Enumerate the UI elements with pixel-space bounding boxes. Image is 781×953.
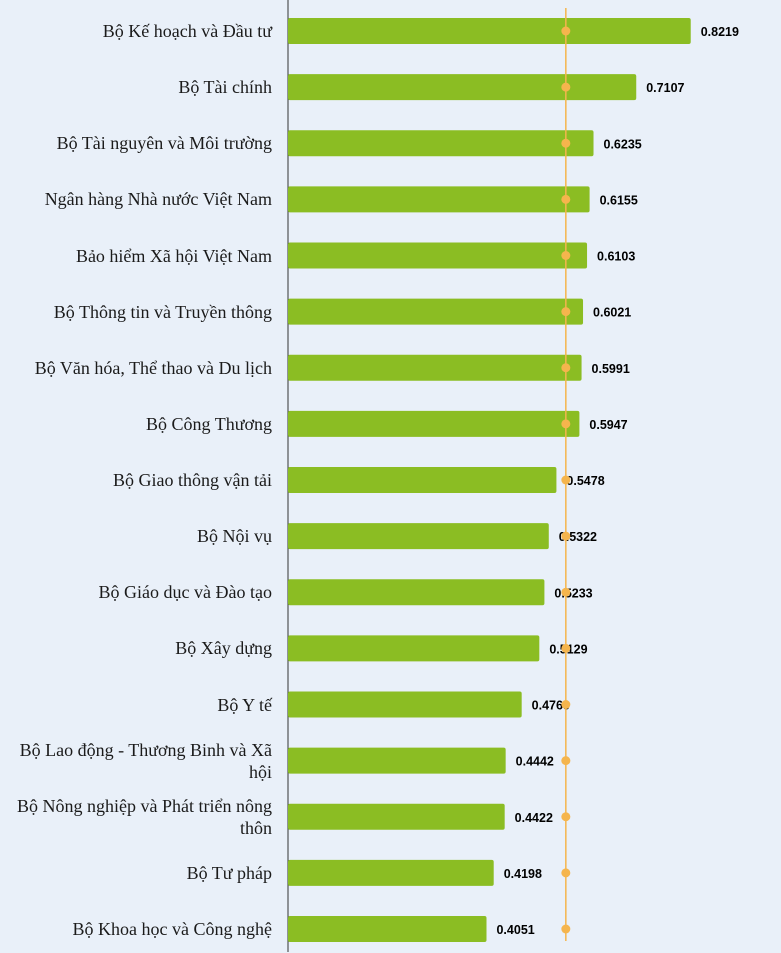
average-marker: [561, 475, 571, 485]
average-marker: [561, 251, 571, 260]
bar: [288, 298, 584, 325]
category-label: Bộ Tài chính: [178, 77, 272, 98]
average-marker: [561, 868, 571, 878]
category-label: Bộ Y tế: [217, 694, 272, 715]
category-label: Bộ Giao thông vận tải: [113, 470, 272, 490]
bar: [288, 691, 522, 718]
bar: [288, 186, 590, 213]
bar: [288, 467, 557, 493]
bar: [288, 18, 691, 44]
category-label: Bảo hiểm Xã hội Việt Nam: [75, 245, 272, 266]
bar: [288, 916, 487, 942]
category-label: Bộ Kế hoạch và Đầu tư: [102, 21, 272, 41]
category-label: Bộ Nông nghiệp và Phát triển nông thôn: [17, 795, 272, 838]
bar: [288, 130, 594, 157]
average-marker: [561, 700, 571, 709]
category-label: Ngân hàng Nhà nước Việt Nam: [44, 189, 272, 210]
bar: [288, 354, 582, 381]
average-marker: [561, 138, 571, 148]
average-marker: [561, 924, 571, 934]
average-marker: [561, 307, 571, 317]
average-marker: [561, 26, 571, 36]
category-label: Bộ Nội vụ: [196, 526, 272, 547]
average-marker: [561, 643, 571, 653]
category-label: Bộ Tài nguyên và Môi trường: [56, 133, 272, 154]
data-label: 0.5947: [589, 418, 627, 432]
bar: [288, 747, 506, 774]
data-label: 0.5233: [554, 586, 592, 600]
category-label: Bộ Khoa học và Công nghệ: [72, 919, 272, 939]
average-marker: [561, 82, 571, 92]
bar: [288, 523, 549, 550]
data-label: 0.4422: [515, 811, 553, 825]
average-marker: [561, 531, 571, 541]
data-label: 0.6103: [597, 250, 635, 264]
category-label: Bộ Thông tin và Truyền thông: [53, 301, 272, 322]
data-label: 0.5478: [566, 474, 604, 488]
bar: [288, 74, 637, 101]
category-label: Bộ Tư pháp: [186, 862, 272, 883]
data-label: 0.6021: [593, 306, 631, 320]
category-label: Bộ Giáo dục và Đào tạo: [98, 582, 272, 603]
bar: [288, 635, 540, 662]
data-label: 0.4769: [532, 699, 570, 713]
data-label: 0.4051: [496, 923, 534, 937]
average-marker: [561, 363, 571, 373]
bar: [288, 579, 545, 606]
average-marker: [561, 194, 571, 204]
average-marker: [561, 812, 571, 822]
category-label: Bộ Công Thương: [146, 413, 272, 434]
data-label: 0.7107: [646, 81, 684, 95]
data-label: 0.6235: [604, 137, 642, 151]
bar: [288, 859, 494, 886]
bar: [288, 803, 505, 830]
category-label: Bộ Xây dựng: [175, 638, 272, 659]
data-label: 0.4198: [504, 867, 542, 881]
data-label: 0.8219: [701, 25, 739, 39]
category-label: Bộ Lao động - Thương Binh và Xã hội: [19, 739, 272, 782]
bar: [288, 410, 580, 437]
data-label: 0.6155: [600, 193, 638, 207]
category-label: Bộ Văn hóa, Thể thao và Du lịch: [34, 357, 272, 378]
data-label: 0.4442: [516, 755, 554, 769]
data-label: 0.5991: [592, 362, 630, 376]
average-marker: [561, 587, 571, 597]
average-marker: [561, 419, 571, 429]
bar: [288, 242, 588, 269]
average-marker: [561, 756, 571, 766]
